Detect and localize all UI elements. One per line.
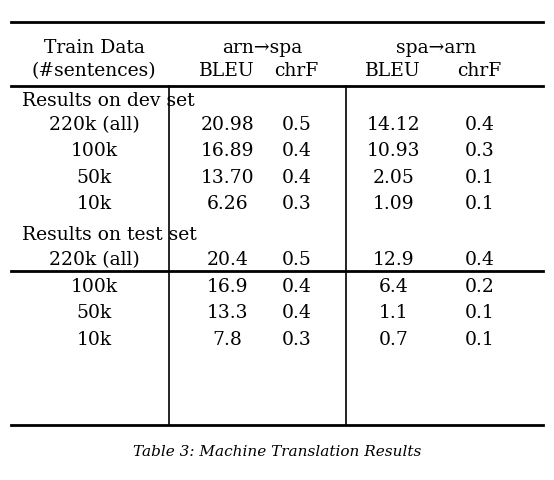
Text: 14.12: 14.12 bbox=[367, 116, 420, 134]
Text: 0.4: 0.4 bbox=[281, 278, 311, 296]
Text: spa→arn: spa→arn bbox=[396, 39, 476, 57]
Text: 6.26: 6.26 bbox=[206, 195, 248, 213]
Text: 100k: 100k bbox=[70, 278, 118, 296]
Text: chrF: chrF bbox=[274, 62, 319, 80]
Text: 10.93: 10.93 bbox=[367, 142, 420, 160]
Text: Table 3: Machine Translation Results: Table 3: Machine Translation Results bbox=[133, 445, 421, 459]
Text: 12.9: 12.9 bbox=[372, 251, 414, 269]
Text: 220k (all): 220k (all) bbox=[49, 116, 140, 134]
Text: 0.4: 0.4 bbox=[281, 304, 311, 323]
Text: 50k: 50k bbox=[76, 304, 112, 323]
Text: 0.2: 0.2 bbox=[464, 278, 494, 296]
Text: 0.1: 0.1 bbox=[464, 195, 494, 213]
Text: Train Data: Train Data bbox=[44, 39, 145, 57]
Text: 100k: 100k bbox=[70, 142, 118, 160]
Text: chrF: chrF bbox=[457, 62, 501, 80]
Text: 0.3: 0.3 bbox=[281, 331, 311, 349]
Text: 16.89: 16.89 bbox=[201, 142, 254, 160]
Text: 16.9: 16.9 bbox=[207, 278, 248, 296]
Text: 20.98: 20.98 bbox=[200, 116, 254, 134]
Text: 0.1: 0.1 bbox=[464, 168, 494, 187]
Text: 50k: 50k bbox=[76, 168, 112, 187]
Text: 2.05: 2.05 bbox=[372, 168, 414, 187]
Text: 0.5: 0.5 bbox=[281, 116, 311, 134]
Text: 0.4: 0.4 bbox=[281, 168, 311, 187]
Text: 0.1: 0.1 bbox=[464, 331, 494, 349]
Text: 6.4: 6.4 bbox=[378, 278, 408, 296]
Text: 0.3: 0.3 bbox=[281, 195, 311, 213]
Text: 10k: 10k bbox=[76, 331, 112, 349]
Text: Results on test set: Results on test set bbox=[22, 226, 197, 244]
Text: 13.3: 13.3 bbox=[207, 304, 248, 323]
Text: 20.4: 20.4 bbox=[206, 251, 248, 269]
Text: BLEU: BLEU bbox=[366, 62, 421, 80]
Text: 7.8: 7.8 bbox=[212, 331, 242, 349]
Text: 13.70: 13.70 bbox=[201, 168, 254, 187]
Text: BLEU: BLEU bbox=[199, 62, 255, 80]
Text: Results on dev set: Results on dev set bbox=[22, 92, 195, 110]
Text: 0.3: 0.3 bbox=[464, 142, 494, 160]
Text: 220k (all): 220k (all) bbox=[49, 251, 140, 269]
Text: (#sentences): (#sentences) bbox=[32, 62, 156, 80]
Text: 0.7: 0.7 bbox=[378, 331, 408, 349]
Text: 1.09: 1.09 bbox=[372, 195, 414, 213]
Text: 0.5: 0.5 bbox=[281, 251, 311, 269]
Text: 0.4: 0.4 bbox=[464, 116, 494, 134]
Text: 10k: 10k bbox=[76, 195, 112, 213]
Text: 0.4: 0.4 bbox=[281, 142, 311, 160]
Text: 0.4: 0.4 bbox=[464, 251, 494, 269]
Text: 1.1: 1.1 bbox=[378, 304, 408, 323]
Text: 0.1: 0.1 bbox=[464, 304, 494, 323]
Text: arn→spa: arn→spa bbox=[222, 39, 302, 57]
